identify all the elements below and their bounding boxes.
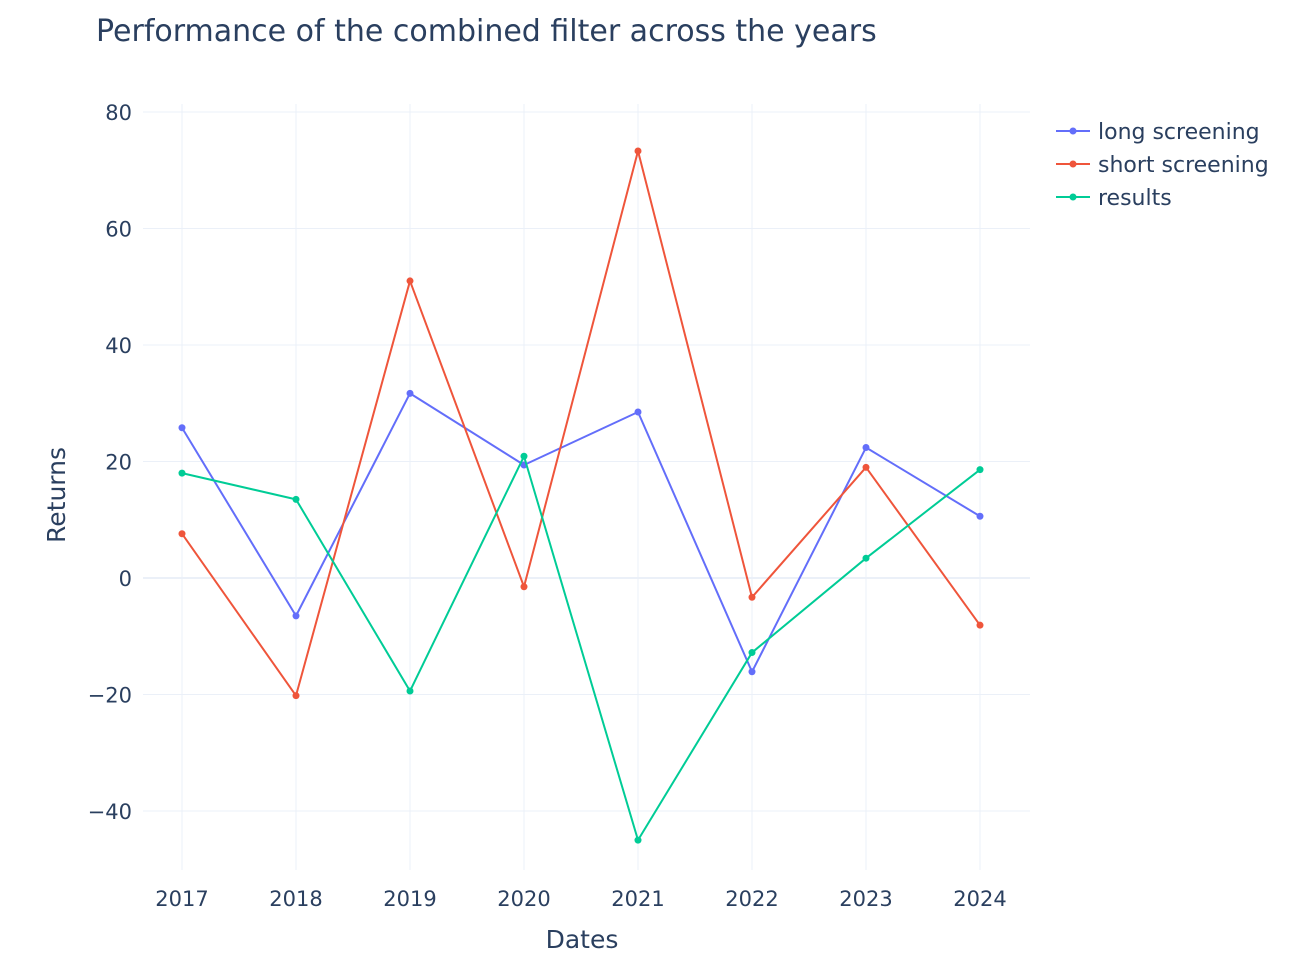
x-tick-label: 2019 bbox=[383, 887, 436, 911]
series-line bbox=[181, 455, 981, 842]
series-lines bbox=[178, 147, 984, 844]
y-tick-label: −40 bbox=[88, 800, 132, 824]
legend-swatch-marker bbox=[1069, 160, 1077, 168]
data-point bbox=[178, 469, 186, 477]
legend-item[interactable]: short screening bbox=[1056, 153, 1269, 178]
series-line bbox=[181, 392, 981, 673]
data-point bbox=[976, 512, 984, 520]
data-point bbox=[178, 424, 186, 432]
data-point bbox=[976, 621, 984, 629]
y-axis-ticks: 80 60 40 20 0 −20 −40 bbox=[88, 101, 132, 824]
data-point bbox=[292, 495, 300, 503]
y-tick-label: −20 bbox=[88, 684, 132, 708]
legend[interactable]: long screening short screening results bbox=[1056, 120, 1269, 211]
x-tick-label: 2020 bbox=[497, 887, 550, 911]
x-axis-title: Dates bbox=[546, 925, 619, 954]
data-point bbox=[862, 463, 870, 471]
data-point bbox=[862, 444, 870, 452]
y-tick-label: 80 bbox=[105, 101, 132, 125]
legend-label: long screening bbox=[1098, 120, 1260, 145]
grid-lines bbox=[143, 104, 1030, 870]
legend-swatch-marker bbox=[1069, 193, 1077, 201]
data-point bbox=[862, 554, 870, 562]
y-tick-label: 60 bbox=[105, 218, 132, 242]
data-point bbox=[748, 649, 756, 657]
data-point bbox=[520, 583, 528, 591]
data-point bbox=[748, 668, 756, 676]
x-tick-label: 2024 bbox=[953, 887, 1006, 911]
y-tick-label: 20 bbox=[105, 451, 132, 475]
x-axis-ticks: 2017 2018 2019 2020 2021 2022 2023 2024 bbox=[155, 887, 1006, 911]
y-axis-title: Returns bbox=[42, 447, 71, 543]
x-tick-label: 2017 bbox=[155, 887, 208, 911]
data-point bbox=[520, 452, 528, 460]
data-point bbox=[634, 408, 642, 416]
legend-label: results bbox=[1098, 186, 1172, 211]
data-point bbox=[976, 466, 984, 474]
y-tick-label: 40 bbox=[105, 334, 132, 358]
legend-label: short screening bbox=[1098, 153, 1269, 178]
data-point bbox=[292, 692, 300, 700]
data-point bbox=[406, 277, 414, 285]
y-tick-label: 0 bbox=[119, 567, 132, 591]
legend-item[interactable]: results bbox=[1056, 186, 1172, 211]
data-point bbox=[292, 612, 300, 620]
data-point bbox=[178, 530, 186, 538]
legend-swatch-marker bbox=[1069, 127, 1077, 135]
data-point bbox=[406, 389, 414, 397]
x-tick-label: 2021 bbox=[611, 887, 664, 911]
x-tick-label: 2018 bbox=[269, 887, 322, 911]
data-point bbox=[748, 593, 756, 601]
x-tick-label: 2022 bbox=[725, 887, 778, 911]
data-point bbox=[634, 147, 642, 155]
data-point bbox=[634, 836, 642, 844]
data-point bbox=[406, 687, 414, 695]
x-tick-label: 2023 bbox=[839, 887, 892, 911]
series-line bbox=[181, 150, 981, 697]
chart-title: Performance of the combined filter acros… bbox=[96, 14, 877, 49]
legend-item[interactable]: long screening bbox=[1056, 120, 1260, 145]
